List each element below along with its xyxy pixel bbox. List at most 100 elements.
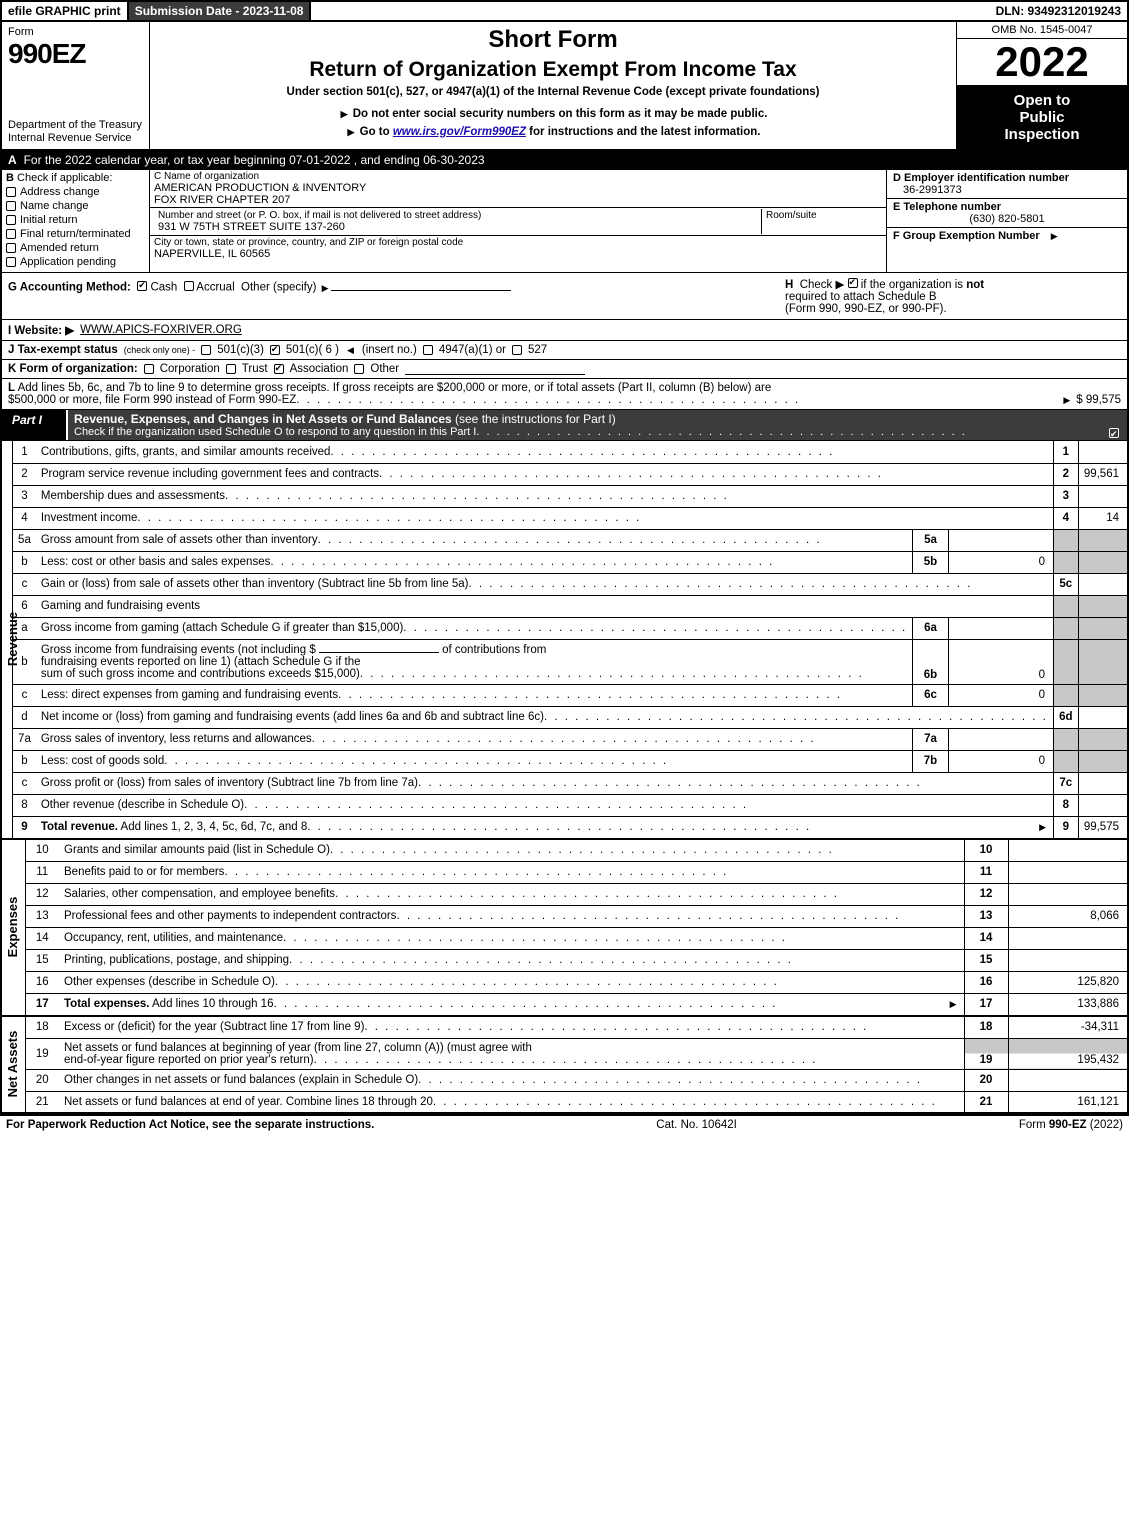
h-checkbox[interactable] xyxy=(848,278,858,288)
part-check-line: Check if the organization used Schedule … xyxy=(74,426,476,438)
j-o1: 501(c)(3) xyxy=(217,344,264,356)
h-letter: H xyxy=(785,279,793,291)
col-b-checkbox[interactable] xyxy=(6,215,16,225)
col-b-checkbox[interactable] xyxy=(6,229,16,239)
line-number: 8 xyxy=(13,794,36,816)
h-text4: (Form 990, 990-EZ, or 990-PF). xyxy=(785,303,947,315)
accrual-checkbox[interactable] xyxy=(184,281,194,291)
col-b-item: Application pending xyxy=(6,256,145,268)
mini-box-val: 0 xyxy=(948,750,1053,772)
k-trust-checkbox[interactable] xyxy=(226,364,236,374)
line-number: 20 xyxy=(25,1069,59,1091)
k-other-checkbox[interactable] xyxy=(354,364,364,374)
l-text1: Add lines 5b, 6c, and 7b to line 9 to de… xyxy=(18,382,772,394)
line-number: c xyxy=(13,573,36,595)
line-row: 3Membership dues and assessments3 xyxy=(1,485,1128,507)
line-number: 16 xyxy=(25,971,59,993)
j-527-checkbox[interactable] xyxy=(512,345,522,355)
box-val xyxy=(1078,529,1128,551)
mini-box-val xyxy=(948,617,1053,639)
section-vlabel: Revenue xyxy=(1,441,13,838)
info-rows: G Accounting Method: Cash Accrual Other … xyxy=(0,273,1129,410)
arrow-icon xyxy=(1061,394,1072,406)
open-line2: Public xyxy=(961,109,1123,126)
dln-label: DLN: 93492312019243 xyxy=(990,2,1127,20)
col-b-label: Final return/terminated xyxy=(20,228,131,240)
tax-year: 2022 xyxy=(957,39,1127,86)
phone-label: E Telephone number xyxy=(893,201,1001,213)
box-num: 4 xyxy=(1054,507,1078,529)
line-desc: Benefits paid to or for members xyxy=(59,861,964,883)
mini-box-num: 7a xyxy=(913,728,949,750)
j-label: J Tax-exempt status xyxy=(8,344,118,356)
row-g: G Accounting Method: Cash Accrual Other … xyxy=(2,273,777,319)
l-dots xyxy=(296,394,1061,406)
irs-link[interactable]: www.irs.gov/Form990EZ xyxy=(393,126,526,138)
line-row: cGain or (loss) from sale of assets othe… xyxy=(1,573,1128,595)
col-b-label: Address change xyxy=(20,186,100,198)
arrow-icon xyxy=(346,126,357,138)
k-corp: Corporation xyxy=(160,363,220,375)
other-specify-line xyxy=(331,279,511,291)
line-desc: Net assets or fund balances at beginning… xyxy=(59,1038,964,1069)
arrow-left-icon xyxy=(345,344,356,356)
col-b-item: Name change xyxy=(6,200,145,212)
form-header: Form 990EZ Department of the Treasury In… xyxy=(0,22,1129,151)
mini-box-num: 6c xyxy=(913,684,949,706)
j-501c3-checkbox[interactable] xyxy=(201,345,211,355)
box-val: 99,575 xyxy=(1078,816,1128,838)
k-assoc-checkbox[interactable] xyxy=(274,364,284,374)
part-checkbox[interactable] xyxy=(1109,428,1119,438)
box-val xyxy=(1078,595,1128,617)
k-corp-checkbox[interactable] xyxy=(144,364,154,374)
line-row: 20Other changes in net assets or fund ba… xyxy=(1,1069,1128,1091)
org-name-2: FOX RIVER CHAPTER 207 xyxy=(154,194,882,206)
part-title-main: Revenue, Expenses, and Changes in Net As… xyxy=(74,412,452,426)
j-4947-checkbox[interactable] xyxy=(423,345,433,355)
mini-box-val: 0 xyxy=(948,684,1053,706)
efile-label: efile GRAPHIC print xyxy=(2,2,129,20)
line-number: b xyxy=(13,551,36,573)
j-501c-checkbox[interactable] xyxy=(270,345,280,355)
box-num: 9 xyxy=(1054,816,1078,838)
col-b-label: Amended return xyxy=(20,242,99,254)
box-val xyxy=(1078,750,1128,772)
arrow-icon xyxy=(1049,230,1060,242)
ssn-note: Do not enter social security numbers on … xyxy=(339,108,768,120)
group-exemption-label: F Group Exemption Number xyxy=(893,230,1040,242)
l-text2: $500,000 or more, file Form 990 instead … xyxy=(8,394,296,406)
box-val: -34,311 xyxy=(1008,1016,1128,1038)
line-desc: Program service revenue including govern… xyxy=(36,463,1054,485)
box-val xyxy=(1078,441,1128,463)
header-middle: Short Form Return of Organization Exempt… xyxy=(150,22,957,149)
line-number: 5a xyxy=(13,529,36,551)
line-desc: Gross profit or (loss) from sales of inv… xyxy=(36,772,1054,794)
cash-checkbox[interactable] xyxy=(137,281,147,291)
box-val xyxy=(1078,772,1128,794)
row-a-letter: A xyxy=(8,153,16,167)
j-o3: 4947(a)(1) or xyxy=(439,344,506,356)
col-b-checkbox[interactable] xyxy=(6,187,16,197)
j-sub: (check only one) - xyxy=(124,345,196,355)
line-row: 21Net assets or fund balances at end of … xyxy=(1,1091,1128,1113)
row-a: A For the 2022 calendar year, or tax yea… xyxy=(0,151,1129,170)
line-number: 14 xyxy=(25,927,59,949)
col-b-checkbox[interactable] xyxy=(6,201,16,211)
goto-note: Go to www.irs.gov/Form990EZ for instruct… xyxy=(346,126,761,138)
col-b-checkbox[interactable] xyxy=(6,243,16,253)
part-title: Revenue, Expenses, and Changes in Net As… xyxy=(68,410,1101,440)
box-val xyxy=(1008,839,1128,861)
phone-value: (630) 820-5801 xyxy=(893,213,1121,225)
box-num: 11 xyxy=(964,861,1008,883)
box-val xyxy=(1008,883,1128,905)
ein-label: D Employer identification number xyxy=(893,172,1069,184)
under-section: Under section 501(c), 527, or 4947(a)(1)… xyxy=(287,86,820,98)
h-not: not xyxy=(966,279,984,291)
line-row: Net Assets18Excess or (deficit) for the … xyxy=(1,1016,1128,1038)
col-b-item: Address change xyxy=(6,186,145,198)
box-val xyxy=(1078,684,1128,706)
col-b-checkbox[interactable] xyxy=(6,257,16,267)
line-number: 12 xyxy=(25,883,59,905)
line-desc: Professional fees and other payments to … xyxy=(59,905,964,927)
line-row: 12Salaries, other compensation, and empl… xyxy=(1,883,1128,905)
